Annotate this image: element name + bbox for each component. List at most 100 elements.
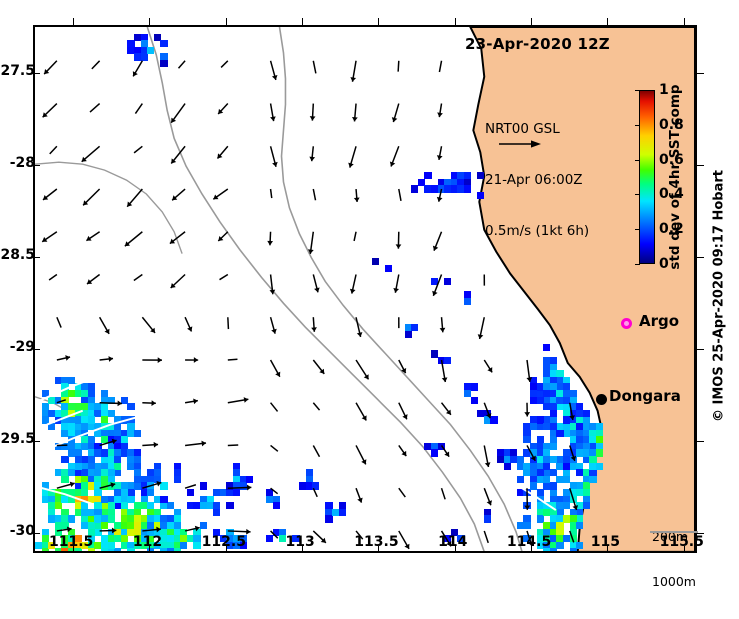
current-arrow [134,146,142,153]
current-arrow [484,445,490,467]
current-arrow [135,104,142,114]
current-arrow [142,357,162,363]
current-arrow [270,104,276,122]
source-scale-label: 0.5m/s (1kt 6h) [485,223,589,240]
y-tick-right [697,165,704,166]
current-arrow [437,104,443,118]
current-arrow [570,488,578,510]
current-arrow [271,61,278,80]
current-arrow [83,189,99,205]
current-arrow [390,146,399,166]
current-arrow [82,146,100,161]
current-arrow [570,531,574,542]
current-arrow [313,403,319,410]
current-arrow [399,189,401,201]
colorbar-title: std dev of 4hr SST comp [667,84,683,269]
current-arrow [100,439,117,446]
current-arrow [271,403,278,412]
current-arrow [218,104,228,114]
current-arrow [57,526,72,532]
current-arrow [100,528,117,534]
current-arrow [170,232,185,244]
x-tick-top [302,18,303,25]
current-arrow [213,189,228,199]
y-tick-right [697,257,704,258]
current-arrow [42,232,57,242]
current-arrow [142,317,155,333]
contour-1000m-label: 1000m [652,574,696,589]
y-tick-label: -29.5 [0,431,35,447]
current-arrow [570,445,576,460]
colorbar-tick [635,125,640,126]
current-arrow [313,189,315,200]
current-arrow [348,146,356,167]
current-arrow [134,274,142,280]
y-tick-label: -28.5 [0,247,35,263]
x-tick-top [226,18,227,25]
current-arrow [142,481,161,488]
current-arrow [185,526,200,532]
current-arrow [49,274,57,280]
current-arrow [185,317,192,331]
current-arrow [100,317,110,334]
y-tick-label: -28 [10,155,35,171]
current-arrow [310,104,316,121]
current-arrow [185,357,198,363]
current-arrow [228,397,249,403]
source-info-block: NRT00 GSL 21-Apr 06:00Z 0.5m/s (1kt 6h) [485,87,589,274]
current-arrow [228,317,229,329]
current-arrow [127,189,142,207]
argo-legend-label: Argo [639,312,679,330]
current-arrow [271,317,277,333]
current-arrow [356,488,363,502]
x-tick-label: 114.5 [507,534,551,550]
current-arrow [270,274,276,294]
current-arrow [57,317,61,327]
colorbar-tick [635,90,640,91]
colorbar-tick [635,264,640,265]
current-arrow [484,488,492,505]
current-arrow [179,61,186,68]
contour-scale-line [650,531,698,533]
current-arrow [228,485,252,491]
current-arrow [437,189,443,202]
current-arrow [100,356,113,362]
current-arrow [439,61,441,72]
current-arrow [313,360,324,374]
current-arrow [478,317,485,339]
current-arrow [393,274,399,292]
current-arrow [484,360,492,372]
current-arrow [185,441,206,447]
current-arrow [171,104,185,123]
map-clip [35,27,695,551]
current-arrow [524,403,530,417]
current-arrow [350,61,356,82]
current-arrow [399,531,410,549]
current-arrow [399,445,406,456]
x-tick-top [531,18,532,25]
colorbar-tick [635,229,640,230]
current-arrow [399,488,406,497]
current-arrow [218,232,228,241]
current-arrow [526,360,532,382]
current-arrow [43,104,57,118]
current-arrow [354,232,356,241]
current-arrow [271,189,272,198]
y-tick-right [697,441,704,442]
current-vector-field [35,27,695,551]
current-arrow [313,531,326,543]
x-tick-top [684,18,685,25]
current-arrow [432,274,441,295]
current-arrow [217,146,227,158]
x-tick-label: 114 [438,534,467,550]
x-tick-label: 115 [591,534,620,550]
current-arrow [313,274,319,292]
x-tick-label: 115.5 [660,534,704,550]
current-arrow [125,232,143,246]
current-arrow [354,189,360,202]
y-tick-label: -29 [10,339,35,355]
current-arrow [271,146,278,167]
current-arrow [92,61,100,69]
current-arrow [267,232,273,246]
